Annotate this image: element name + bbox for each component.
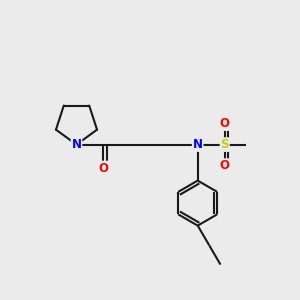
Text: S: S [220, 138, 229, 151]
Text: O: O [220, 159, 230, 172]
Text: O: O [98, 161, 109, 175]
Text: O: O [220, 117, 230, 130]
Text: N: N [71, 138, 82, 151]
Text: N: N [193, 138, 203, 151]
